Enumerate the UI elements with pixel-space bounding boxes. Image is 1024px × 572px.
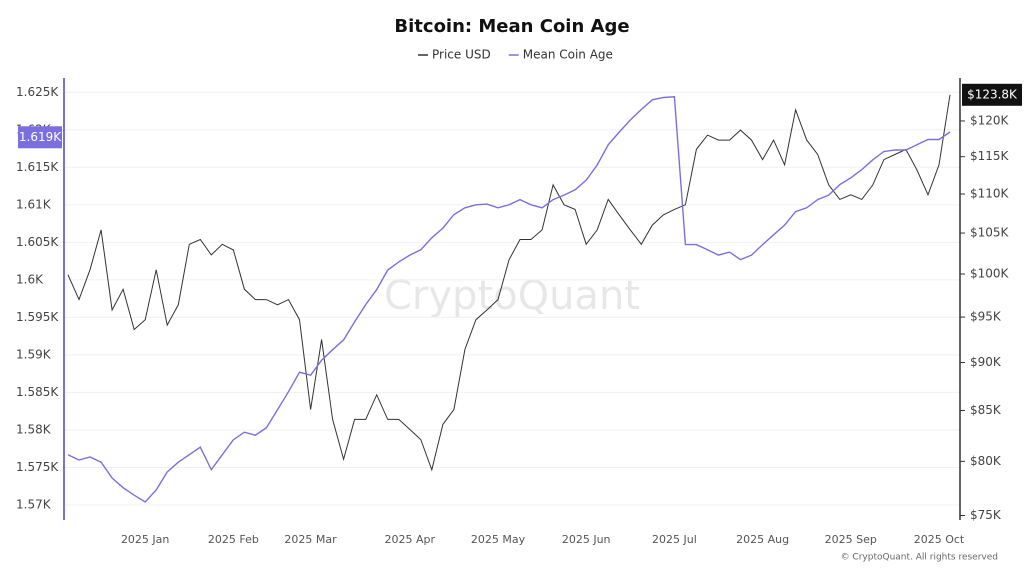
- y2-tick-label: $110K: [970, 186, 1010, 200]
- y-tick-label: 1.61K: [16, 197, 52, 211]
- y2-tick-label: $95K: [970, 310, 1002, 324]
- y-tick-label: 1.57K: [16, 497, 52, 511]
- y2-tick-label: $115K: [970, 149, 1010, 163]
- series-line: [67, 96, 951, 503]
- y-tick-label: 1.595K: [16, 310, 59, 324]
- y2-tick-label: $105K: [970, 226, 1010, 240]
- credit: © CryptoQuant. All rights reserved: [841, 553, 998, 563]
- y2-tick-label: $80K: [970, 454, 1002, 468]
- x-tick-label: 2025 May: [471, 533, 526, 546]
- chart-title: Bitcoin: Mean Coin Age: [394, 16, 629, 37]
- x-tick-label: 2025 Jul: [652, 533, 697, 546]
- watermark: CryptoQuant: [384, 273, 640, 319]
- x-tick-label: 2025 Aug: [736, 533, 789, 546]
- y2-tick-label: $120K: [970, 113, 1010, 127]
- y2-tick-label: $100K: [970, 267, 1010, 281]
- x-tick-label: 2025 Jan: [121, 533, 169, 546]
- y2-tick-label: $75K: [970, 508, 1002, 522]
- y-tick-label: 1.615K: [16, 160, 59, 174]
- x-tick-label: 2025 Oct: [914, 533, 965, 546]
- current-badge: [962, 83, 1022, 106]
- x-tick-label: 2025 Apr: [385, 533, 436, 546]
- x-tick-label: 2025 Sep: [825, 533, 877, 546]
- legend-label: Price USD: [432, 48, 491, 62]
- y2-tick-label: $90K: [970, 355, 1002, 369]
- y-tick-label: 1.6K: [16, 272, 44, 286]
- x-tick-label: 2025 Jun: [562, 533, 611, 546]
- y-tick-label: 1.59K: [16, 347, 52, 361]
- y-tick-label: 1.625K: [16, 85, 59, 99]
- x-tick-label: 2025 Mar: [284, 533, 337, 546]
- y-tick-label: 1.575K: [16, 460, 59, 474]
- x-tick-label: 2025 Feb: [208, 533, 259, 546]
- y-tick-label: 1.58K: [16, 422, 52, 436]
- current-label: 1.619K: [19, 130, 62, 144]
- current-label: $123.8K: [967, 87, 1018, 101]
- legend-label: Mean Coin Age: [523, 48, 613, 62]
- series-line: [67, 94, 951, 472]
- current-badge: [18, 126, 62, 149]
- y2-tick-label: $85K: [970, 403, 1002, 417]
- y-tick-label: 1.585K: [16, 385, 59, 399]
- y-tick-label: 1.605K: [16, 235, 59, 249]
